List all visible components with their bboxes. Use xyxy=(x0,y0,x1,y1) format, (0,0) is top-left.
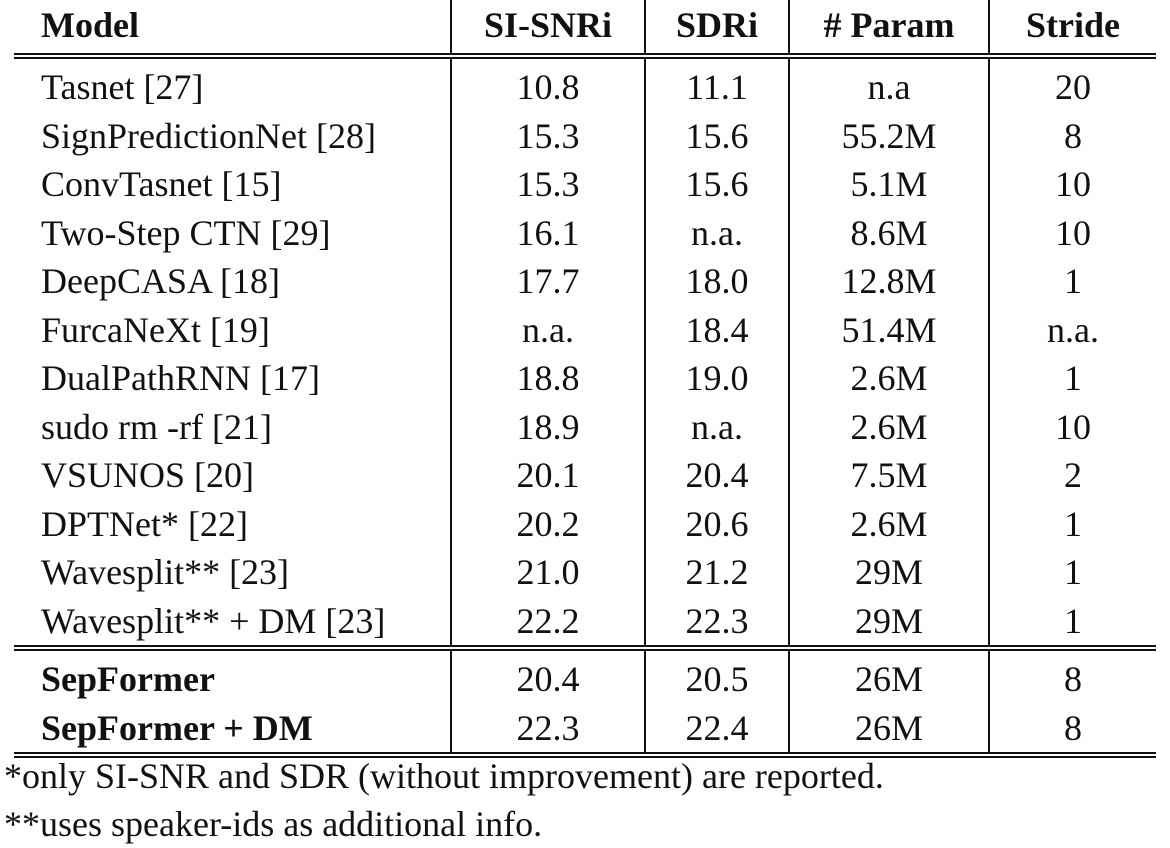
prior-cell-sdri: 22.3 xyxy=(644,596,789,651)
prior-cell-sdri: 11.1 xyxy=(644,56,789,112)
prior-cell-sdri: 18.0 xyxy=(644,257,789,306)
ours-cell-stride: 8 xyxy=(988,648,1156,704)
header-sdri: SDRi xyxy=(644,0,789,59)
prior-cell-param: 2.6M xyxy=(788,499,989,548)
footnote-1: *only SI-SNR and SDR (without improvemen… xyxy=(4,756,884,796)
prior-cell-si-snri: 22.2 xyxy=(450,596,645,651)
prior-cell-model: sudo rm -rf [21] xyxy=(41,406,272,447)
ours-cell-sdri: 22.4 xyxy=(644,703,789,758)
header-row: Model SI-SNRi SDRi # Param Stride xyxy=(14,0,1156,59)
prior-cell-si-snri: 21.0 xyxy=(450,548,645,597)
prior-cell-si-snri: 10.8 xyxy=(450,56,645,112)
prior-cell-model: Wavesplit** + DM [23] xyxy=(14,596,451,651)
prior-cell-param: 12.8M xyxy=(788,257,989,306)
prior-cell-param: 8.6M xyxy=(788,208,989,257)
prior-cell-si-snri: 18.9 xyxy=(450,402,645,451)
prior-cell-stride: 2 xyxy=(988,451,1156,500)
prior-cell-model: DPTNet* [22] xyxy=(41,503,248,544)
prior-cell-stride: 1 xyxy=(988,548,1156,597)
ours-cell-model: SepFormer xyxy=(41,659,215,700)
prior-cell-param: 55.2M xyxy=(788,111,989,160)
table-row: SignPredictionNet [28] 15.3 15.6 55.2M 8 xyxy=(14,111,1156,160)
table-row: DPTNet* [22] 20.2 20.6 2.6M 1 xyxy=(14,499,1156,548)
prior-cell-sdri: n.a. xyxy=(644,208,789,257)
prior-cell-param: 2.6M xyxy=(788,354,989,403)
prior-cell-param: n.a xyxy=(788,56,989,112)
header-stride: Stride xyxy=(988,0,1156,59)
prior-cell-param: 51.4M xyxy=(788,305,989,354)
proposed-methods-body: SepFormer 20.4 20.5 26M 8 SepFormer + DM 22.3 2… xyxy=(14,648,1156,758)
prior-cell-model: DualPathRNN [17] xyxy=(41,358,320,399)
prior-cell-stride: 1 xyxy=(988,354,1156,403)
ours-cell-param: 26M xyxy=(788,648,989,704)
prior-cell-si-snri: 20.2 xyxy=(450,499,645,548)
prior-cell-model: VSUNOS [20] xyxy=(41,455,255,496)
prior-cell-sdri: 19.0 xyxy=(644,354,789,403)
prior-cell-param: 5.1M xyxy=(788,160,989,209)
prior-cell-sdri: n.a. xyxy=(644,402,789,451)
prior-cell-si-snri: 16.1 xyxy=(450,208,645,257)
prior-cell-param: 7.5M xyxy=(788,451,989,500)
prior-cell-model: DeepCASA [18] xyxy=(41,261,280,302)
prior-cell-si-snri: 15.3 xyxy=(450,111,645,160)
prior-cell-sdri: 15.6 xyxy=(644,111,789,160)
prior-cell-sdri: 20.6 xyxy=(644,499,789,548)
ours-cell-si-snri: 22.3 xyxy=(450,703,645,758)
table-row: Tasnet [27] 10.8 11.1 n.a 20 xyxy=(14,56,1156,112)
header-model: Model xyxy=(14,0,451,59)
prior-cell-si-snri: 20.1 xyxy=(450,451,645,500)
ours-cell-param: 26M xyxy=(788,703,989,758)
table-row: Wavesplit** [23] 21.0 21.2 29M 1 xyxy=(14,548,1156,597)
table-row: Wavesplit** + DM [23] 22.2 22.3 29M 1 xyxy=(14,596,1156,651)
prior-cell-model: ConvTasnet [15] xyxy=(41,164,282,205)
table-row: SepFormer + DM 22.3 22.4 26M 8 xyxy=(14,703,1156,758)
prior-cell-stride: 10 xyxy=(988,402,1156,451)
prior-cell-sdri: 21.2 xyxy=(644,548,789,597)
table-row: VSUNOS [20] 20.1 20.4 7.5M 2 xyxy=(14,451,1156,500)
prior-cell-sdri: 15.6 xyxy=(644,160,789,209)
prior-cell-stride: 10 xyxy=(988,208,1156,257)
prior-cell-si-snri: 18.8 xyxy=(450,354,645,403)
prior-cell-stride: 1 xyxy=(988,257,1156,306)
prior-cell-sdri: 18.4 xyxy=(644,305,789,354)
prior-cell-stride: 1 xyxy=(988,499,1156,548)
header-si-snri: SI-SNRi xyxy=(450,0,645,59)
footnotes: *only SI-SNR and SDR (without improvemen… xyxy=(4,752,884,848)
table-row: sudo rm -rf [21] 18.9 n.a. 2.6M 10 xyxy=(14,402,1156,451)
results-table-container: Model SI-SNRi SDRi # Param Stride Tasnet… xyxy=(14,0,1156,758)
ours-cell-sdri: 20.5 xyxy=(644,648,789,704)
table-row: SepFormer 20.4 20.5 26M 8 xyxy=(14,648,1156,704)
ours-cell-si-snri: 20.4 xyxy=(450,648,645,704)
ours-cell-stride: 8 xyxy=(988,703,1156,758)
prior-cell-stride: n.a. xyxy=(988,305,1156,354)
prior-cell-si-snri: 15.3 xyxy=(450,160,645,209)
prior-cell-stride: 20 xyxy=(988,56,1156,112)
prior-cell-param: 29M xyxy=(788,548,989,597)
prior-methods-body: Tasnet [27] 10.8 11.1 n.a 20 SignPredictionNe… xyxy=(14,56,1156,651)
table-row: Two-Step CTN [29] 16.1 n.a. 8.6M 10 xyxy=(14,208,1156,257)
table-row: DualPathRNN [17] 18.8 19.0 2.6M 1 xyxy=(14,354,1156,403)
prior-cell-sdri: 20.4 xyxy=(644,451,789,500)
prior-cell-model: SignPredictionNet [28] xyxy=(41,115,376,156)
table-row: ConvTasnet [15] 15.3 15.6 5.1M 10 xyxy=(14,160,1156,209)
prior-cell-si-snri: 17.7 xyxy=(450,257,645,306)
prior-cell-model: Two-Step CTN [29] xyxy=(41,212,331,253)
prior-cell-model: Wavesplit** [23] xyxy=(41,552,290,593)
results-table: Model SI-SNRi SDRi # Param Stride Tasnet… xyxy=(14,0,1156,758)
prior-cell-stride: 10 xyxy=(988,160,1156,209)
prior-cell-model: FurcaNeXt [19] xyxy=(41,309,270,350)
header-param: # Param xyxy=(788,0,989,59)
table-row: DeepCASA [18] 17.7 18.0 12.8M 1 xyxy=(14,257,1156,306)
prior-cell-stride: 1 xyxy=(988,596,1156,651)
prior-cell-param: 29M xyxy=(788,596,989,651)
prior-cell-si-snri: n.a. xyxy=(450,305,645,354)
table-row: FurcaNeXt [19] n.a. 18.4 51.4M n.a. xyxy=(14,305,1156,354)
prior-cell-stride: 8 xyxy=(988,111,1156,160)
prior-cell-param: 2.6M xyxy=(788,402,989,451)
footnote-2: **uses speaker-ids as additional info. xyxy=(4,804,543,844)
ours-cell-model: SepFormer + DM xyxy=(14,703,451,758)
prior-cell-model: Tasnet [27] xyxy=(41,67,204,108)
